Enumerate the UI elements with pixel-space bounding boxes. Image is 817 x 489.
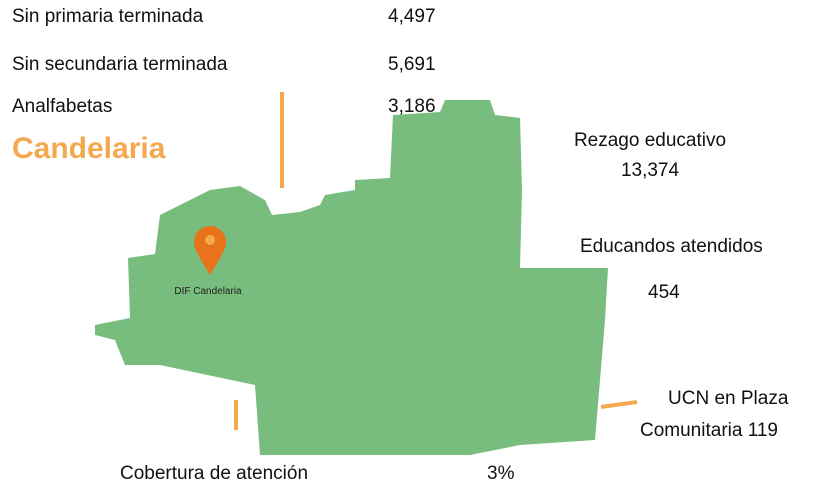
map-pin xyxy=(194,226,226,275)
cobertura-value: 3% xyxy=(487,463,515,484)
municipality-title: Candelaria xyxy=(12,132,166,165)
stat-value: 5,691 xyxy=(388,54,436,75)
rezago-label: Rezago educativo xyxy=(573,130,727,151)
rezago-value: 13,374 xyxy=(620,160,680,181)
cobertura-label: Cobertura de atención xyxy=(120,463,309,484)
stat-value: 3,186 xyxy=(388,96,436,117)
ucn-line: UCN en Plaza xyxy=(668,388,789,409)
ucn-line: Comunitaria 119 xyxy=(640,420,779,441)
stat-label: Sin primaria terminada xyxy=(12,6,204,27)
stat-label: Analfabetas xyxy=(12,96,113,117)
stat-label: Sin secundaria terminada xyxy=(12,54,228,75)
municipality-shape xyxy=(95,100,608,455)
educandos-value: 454 xyxy=(648,282,680,303)
educandos-label: Educandos atendidos xyxy=(580,236,763,257)
pin-label: DIF Candelaria xyxy=(174,286,242,297)
stat-value: 4,497 xyxy=(388,6,436,27)
accent-line xyxy=(600,400,638,409)
